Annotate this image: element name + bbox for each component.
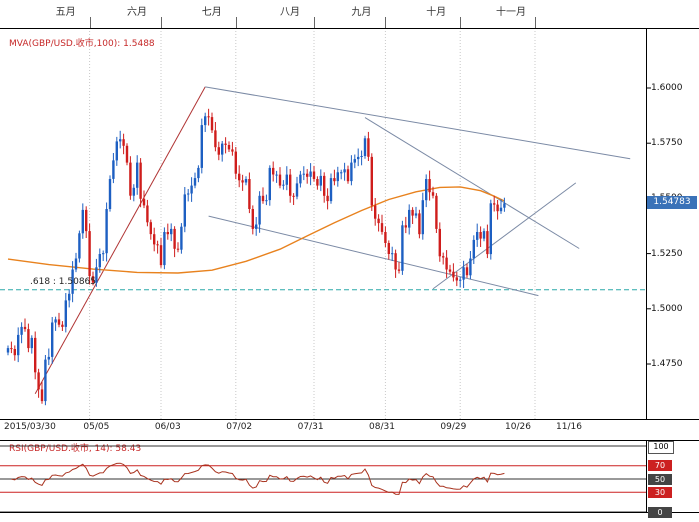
date-label: 2015/03/30 xyxy=(4,422,56,432)
month-tick-mark xyxy=(235,17,237,28)
month-gridlines xyxy=(89,28,536,420)
month-tick-mark xyxy=(535,17,536,28)
last-price-tag: 1.54783 xyxy=(647,196,697,209)
month-tick-mark xyxy=(89,17,91,28)
date-label: 07/02 xyxy=(226,422,253,432)
rsi-line xyxy=(11,462,505,495)
month-label: 九月 xyxy=(351,7,372,18)
month-tick-mark xyxy=(314,17,315,28)
date-label: 09/29 xyxy=(440,422,467,432)
date-label: 11/16 xyxy=(556,422,582,432)
date-label: 05/05 xyxy=(83,422,110,432)
main-price-chart[interactable] xyxy=(0,28,699,420)
mva-100-line xyxy=(7,186,505,274)
candles xyxy=(6,108,506,406)
date-label: 08/31 xyxy=(369,422,395,432)
month-label: 五月 xyxy=(55,7,76,18)
month-label: 十一月 xyxy=(496,7,526,18)
date-label: 06/03 xyxy=(154,422,181,432)
month-tick-mark xyxy=(385,17,387,28)
rsi-indicator-label: RSI(GBP/USD.收市, 14): 58.43 xyxy=(9,444,142,454)
rsi-chart[interactable] xyxy=(0,440,699,516)
date-label: 07/31 xyxy=(297,422,324,432)
mva-indicator-label: MVA(GBP/USD.收市,100): 1.5488 xyxy=(9,39,155,49)
month-tick-mark xyxy=(460,17,462,28)
month-tick-mark xyxy=(161,17,162,28)
fib-level-label: .618 : 1.50865 xyxy=(30,277,97,287)
month-label: 七月 xyxy=(201,7,222,18)
month-label: 十月 xyxy=(426,7,447,18)
month-label: 八月 xyxy=(280,7,300,18)
month-label: 六月 xyxy=(127,7,147,18)
date-label: 10/26 xyxy=(505,422,531,432)
trendlines xyxy=(34,86,631,395)
